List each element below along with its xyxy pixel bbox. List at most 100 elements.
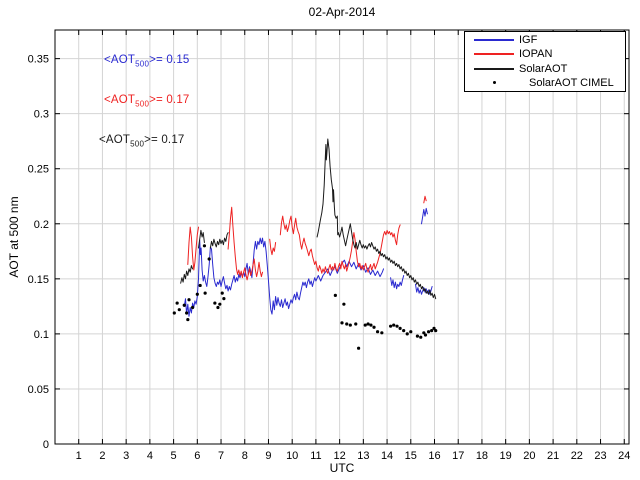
solaraot-cimel-point (409, 330, 413, 334)
annotation-subscript: 500 (135, 99, 150, 109)
x-tick-label: 22 (571, 450, 583, 462)
y-tick-label: 0.25 (28, 164, 49, 176)
igf-line (421, 207, 428, 225)
iopan-line (269, 238, 277, 256)
legend: IGF IOPAN SolarAOT SolarAOT CIMEL (464, 31, 626, 92)
x-tick-label: 24 (618, 450, 630, 462)
x-tick-label: 19 (500, 450, 512, 462)
iopan-line-sample-icon (474, 53, 514, 56)
solaraot-cimel-point (216, 305, 220, 310)
x-tick-label: 16 (428, 450, 440, 462)
x-axis-label: UTC (329, 461, 355, 475)
solaraot-cimel-point (182, 303, 186, 307)
x-tick-label: 20 (523, 450, 535, 462)
legend-item-solaraot-cimel: SolarAOT CIMEL (465, 76, 625, 90)
legend-label: IOPAN (519, 48, 553, 61)
annotation-solaraot-mean: <AOT500>= 0.17 (99, 134, 185, 148)
solaraot-cimel-point (426, 330, 431, 334)
solaraot-cimel-point (366, 322, 370, 326)
x-tick-label: 15 (405, 450, 417, 462)
legend-item-solaraot: SolarAOT (465, 62, 625, 76)
annotation-text: >= 0.17 (144, 134, 185, 146)
solaraot-cimel-point (402, 328, 406, 333)
solaraot-cimel-point (375, 330, 380, 334)
solaraot-cimel-point (389, 324, 393, 328)
x-tick-label: 2 (99, 450, 105, 462)
x-tick-label: 4 (147, 450, 153, 462)
y-tick-label: 0.1 (34, 329, 49, 341)
y-tick-label: 0.2 (34, 219, 49, 231)
iopan-line (227, 206, 263, 281)
annotation-iopan-mean: <AOT500>= 0.17 (104, 94, 190, 108)
solaraot-cimel-point (415, 334, 420, 338)
chart-title: 02-Apr-2014 (308, 5, 376, 19)
solaraot-cimel-point (363, 323, 367, 327)
y-tick-label: 0.15 (28, 274, 49, 286)
x-tick-label: 18 (476, 450, 488, 462)
annotation-subscript: 500 (135, 59, 150, 69)
iopan-line (423, 195, 427, 204)
solaraot-cimel-point (213, 301, 217, 305)
x-tick-label: 8 (242, 450, 248, 462)
iopan-line (187, 226, 199, 271)
igf-line (183, 237, 384, 317)
solaraot-cimel-point (207, 257, 211, 261)
solaraot-cimel-point (380, 331, 384, 335)
solaraot-cimel-point (340, 321, 344, 325)
x-tick-label: 5 (171, 450, 177, 462)
solaraot-line (180, 265, 194, 284)
solaraot-line-sample-icon (474, 67, 514, 70)
solaraot-cimel-point (392, 323, 396, 327)
solaraot-cimel-point (395, 324, 399, 328)
solaraot-cimel-point (434, 328, 438, 333)
x-tick-label: 14 (381, 450, 393, 462)
solaraot-cimel-point (172, 311, 176, 315)
solaraot-cimel-point (220, 291, 224, 295)
solaraot-cimel-point (195, 292, 199, 296)
x-tick-label: 11 (310, 450, 321, 462)
solaraot-cimel-point (354, 322, 358, 326)
x-tick-label: 6 (194, 450, 200, 462)
x-tick-label: 3 (123, 450, 129, 462)
y-tick-label: 0.05 (28, 384, 49, 396)
x-tick-label: 23 (594, 450, 606, 462)
solaraot-line (209, 232, 229, 249)
legend-item-iopan: IOPAN (465, 47, 625, 61)
solaraot-cimel-point (405, 332, 409, 336)
y-axis-label: AOT at 500 nm (7, 196, 21, 278)
solaraot-cimel-point (348, 323, 352, 327)
solaraot-cimel-point (222, 297, 226, 301)
axes-box (54, 29, 630, 445)
y-tick-label: 0.3 (34, 109, 49, 121)
legend-label: IGF (519, 34, 538, 47)
solaraot-cimel-point (423, 333, 428, 337)
y-tick-label: 0.35 (28, 54, 49, 66)
solaraot-line (316, 138, 437, 300)
solaraot-cimel-point (357, 346, 361, 350)
annotation-text: <AOT (104, 54, 136, 66)
solaraot-cimel-point (430, 328, 434, 333)
solaraot-cimel-point (419, 335, 423, 339)
solaraot-cimel-point (398, 326, 402, 330)
x-tick-label: 21 (547, 450, 559, 462)
x-tick-label: 17 (452, 450, 464, 462)
igf-line-sample-icon (474, 39, 514, 42)
iopan-line (279, 215, 401, 274)
solaraot-cimel-point (345, 322, 349, 326)
x-tick-label: 13 (357, 450, 369, 462)
solaraot-line (198, 229, 205, 249)
solaraot-cimel-point (333, 293, 337, 297)
cimel-dot-sample-icon (474, 81, 514, 85)
solaraot-cimel-point (177, 308, 181, 312)
solaraot-cimel-point (175, 301, 179, 305)
solaraot-cimel-point (190, 305, 195, 310)
solaraot-cimel-point (186, 317, 190, 322)
solaraot-cimel-point (218, 302, 222, 306)
solaraot-cimel-point (369, 323, 373, 327)
x-tick-label: 9 (265, 450, 271, 462)
solaraot-cimel-point (198, 283, 202, 288)
annotation-igf-mean: <AOT500>= 0.15 (104, 54, 190, 68)
solaraot-cimel-point (202, 244, 207, 248)
